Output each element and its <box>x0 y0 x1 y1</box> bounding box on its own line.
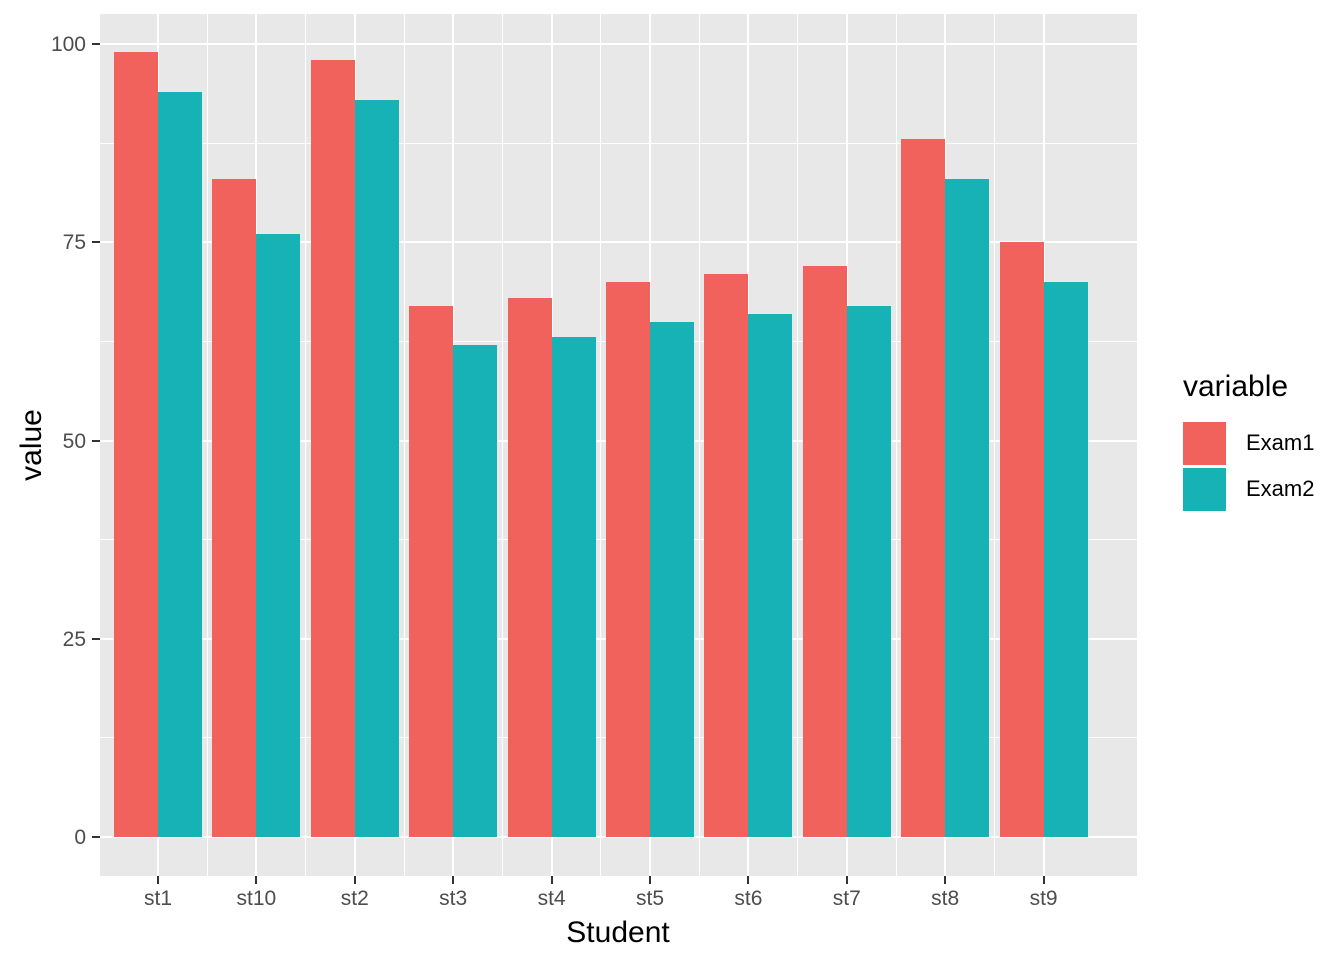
x-tick-label: st10 <box>236 887 277 910</box>
minor-gridline-x <box>600 14 602 876</box>
x-tick-mark <box>452 876 455 884</box>
legend-item-Exam2: Exam2 <box>1183 466 1314 512</box>
x-tick-label: st5 <box>635 887 665 910</box>
x-tick-label: st2 <box>340 887 369 910</box>
y-tick-mark <box>92 637 100 640</box>
minor-gridline-x <box>698 14 700 876</box>
minor-gridline-x <box>895 14 897 876</box>
bar-st10-Exam1 <box>212 178 257 837</box>
bar-st3-Exam2 <box>453 345 498 837</box>
bar-st9-Exam1 <box>999 242 1044 837</box>
bar-st8-Exam1 <box>901 139 946 837</box>
x-tick-mark <box>255 876 258 884</box>
bar-st9-Exam2 <box>1043 281 1088 837</box>
y-tick-label: 50 <box>62 429 86 453</box>
legend-item-label: Exam1 <box>1246 430 1315 455</box>
x-axis-title: Student <box>566 916 670 949</box>
legend: variable Exam1 Exam2 <box>1183 372 1314 512</box>
x-tick-label: st8 <box>931 887 960 910</box>
y-tick-mark <box>92 241 100 244</box>
legend-item-Exam1: Exam1 <box>1183 420 1314 466</box>
y-tick-mark <box>92 439 100 442</box>
x-tick-mark <box>157 876 159 884</box>
y-tick-label: 25 <box>62 627 86 651</box>
minor-gridline-y <box>100 142 1137 144</box>
y-tick-label: 0 <box>74 826 86 849</box>
bar-st8-Exam2 <box>945 178 990 837</box>
bar-st4-Exam1 <box>507 297 552 837</box>
legend-key-swatch <box>1183 467 1226 511</box>
bar-st7-Exam1 <box>802 266 847 837</box>
y-tick-label: 100 <box>50 33 86 56</box>
x-tick-mark <box>353 876 356 884</box>
minor-gridline-x <box>501 14 503 876</box>
major-gridline-y <box>100 43 1137 45</box>
minor-gridline-x <box>206 14 208 876</box>
y-axis-title: value <box>15 409 48 481</box>
minor-gridline-x <box>797 14 799 876</box>
x-tick-mark <box>944 876 947 884</box>
x-tick-mark <box>747 876 750 884</box>
x-tick-label: st6 <box>734 887 763 910</box>
bar-st1-Exam2 <box>158 91 202 837</box>
y-tick-mark <box>92 836 100 838</box>
x-tick-mark <box>1042 876 1045 884</box>
plot-panel <box>100 14 1137 876</box>
legend-key-swatch <box>1183 421 1226 465</box>
bar-st10-Exam2 <box>256 234 301 837</box>
x-tick-mark <box>649 876 651 884</box>
legend-title: variable <box>1183 370 1289 403</box>
x-tick-label: st4 <box>537 887 566 910</box>
bar-st4-Exam2 <box>551 337 596 837</box>
x-tick-mark <box>550 876 553 884</box>
x-tick-label: st3 <box>439 887 468 910</box>
bar-st1-Exam1 <box>114 51 158 837</box>
x-tick-mark <box>845 876 848 884</box>
y-tick-mark <box>92 43 100 45</box>
bar-st6-Exam2 <box>748 313 793 837</box>
legend-item-label: Exam2 <box>1246 476 1315 501</box>
minor-gridline-x <box>305 14 307 876</box>
bar-st5-Exam1 <box>606 281 650 837</box>
y-tick-label: 75 <box>62 231 86 255</box>
bar-st5-Exam2 <box>650 321 694 837</box>
major-gridline-y <box>100 241 1137 244</box>
minor-gridline-x <box>403 14 405 876</box>
bar-st3-Exam1 <box>409 305 454 837</box>
x-tick-label: st1 <box>143 887 173 910</box>
major-gridline-y <box>100 836 1137 838</box>
minor-gridline-x <box>993 14 995 876</box>
bar-st2-Exam2 <box>354 99 399 837</box>
x-tick-label: st9 <box>1029 887 1058 910</box>
bar-st7-Exam2 <box>846 305 891 837</box>
x-tick-label: st7 <box>832 887 861 910</box>
bar-st6-Exam1 <box>704 273 749 837</box>
bar-st2-Exam1 <box>310 59 355 837</box>
